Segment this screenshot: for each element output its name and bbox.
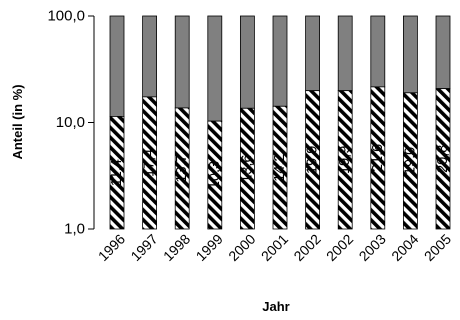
bar-value-label: 13,7	[174, 154, 190, 182]
bar-value-label: 19,9	[337, 146, 353, 174]
y-axis-title: Anteil (in %)	[10, 84, 25, 159]
bar-hatched-4	[239, 107, 255, 230]
bar-hatched-7	[337, 90, 353, 230]
bar-solid-1	[142, 15, 158, 98]
bar-hatched-1	[142, 96, 158, 230]
bar-solid-4	[239, 15, 255, 109]
bar-solid-10	[435, 15, 451, 90]
bar-solid-3	[207, 15, 223, 122]
x-axis-labels: 1996 1997 1998 1999 2000 2001 2002 2002 2003 2004…	[95, 231, 454, 264]
bar-solid-6	[305, 15, 321, 92]
x-tick-label: 1998	[160, 231, 193, 264]
y-axis: 1,0 10,0 100,0	[47, 8, 95, 238]
x-axis-title: Jahr	[262, 299, 289, 314]
bar-hatched-5	[272, 105, 288, 230]
bar-value-label: 19,9	[305, 146, 321, 174]
bar-hatched-9	[402, 92, 418, 230]
x-tick-label: 2005	[421, 231, 454, 264]
x-tick-label: 2002	[323, 231, 356, 264]
bar-solid-5	[272, 15, 288, 107]
bar-hatched-0	[109, 116, 125, 230]
x-tick-label: 2004	[388, 231, 421, 264]
bar-solid-9	[402, 15, 418, 94]
bar-hatched-8	[370, 86, 386, 230]
bar-solid-7	[337, 15, 353, 92]
y-tick-label: 100,0	[47, 8, 85, 25]
bar-solid-2	[174, 15, 190, 109]
x-tick-label: 1997	[127, 231, 160, 264]
bar-hatched-3	[207, 120, 223, 230]
bar-labels-layer: 11,4 17,4 13,7 10,3 13,6 14,2 19,9 19,9 21,6 19,0…	[109, 144, 451, 189]
x-tick-label: 2001	[258, 231, 291, 264]
y-tick-label: 1,0	[64, 221, 85, 238]
x-tick-label: 1996	[95, 231, 128, 264]
bar-hatched-2	[174, 107, 190, 230]
bar-value-label: 20,8	[435, 145, 451, 173]
x-tick-label: 2000	[225, 231, 258, 264]
x-tick-label: 2003	[356, 231, 389, 264]
bar-value-label: 11,4	[109, 159, 125, 186]
bar-value-label: 14,2	[272, 154, 288, 182]
bar-value-label: 17,4	[142, 149, 158, 177]
bar-value-label: 19,0	[402, 147, 418, 175]
bar-hatched-10	[435, 88, 451, 230]
x-tick-label: 1999	[193, 231, 226, 264]
bars-layer	[109, 15, 451, 230]
bar-value-label: 21,6	[370, 144, 386, 172]
bar-solid-0	[109, 15, 125, 117]
bar-value-label: 13,6	[239, 155, 255, 183]
x-tick-label: 2002	[290, 231, 323, 264]
bar-hatched-6	[305, 90, 321, 230]
y-tick-label: 10,0	[56, 114, 85, 131]
bar-solid-8	[370, 15, 386, 88]
bar-value-label: 10,3	[207, 161, 223, 189]
